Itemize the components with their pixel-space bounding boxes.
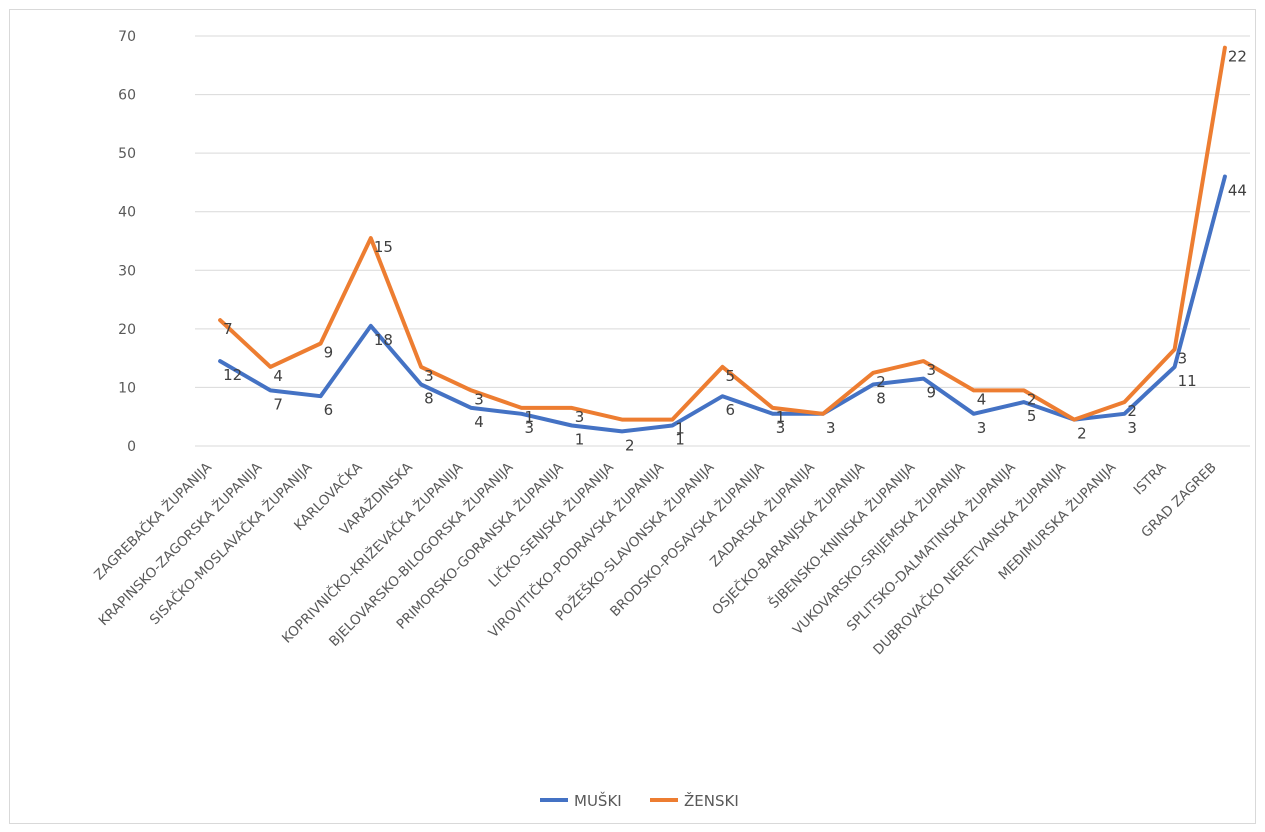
y-tick-label: 40 — [118, 205, 136, 221]
data-label: 3 — [575, 408, 585, 426]
legend: MUŠKI ŽENSKI — [540, 791, 739, 810]
data-label: 3 — [474, 390, 484, 408]
line-chart: 0 10 20 30 40 50 60 70 ZAGREBAČKA ŽUPANIJAKRAPI… — [90, 29, 1250, 810]
data-label: 12 — [223, 366, 242, 384]
data-label: 4 — [977, 390, 987, 408]
data-label: 8 — [424, 390, 434, 408]
data-label: 2 — [1027, 390, 1037, 408]
data-label: 6 — [324, 401, 334, 419]
y-axis-ticks: 0 10 20 30 40 50 60 70 — [118, 29, 136, 455]
data-label: 3 — [424, 367, 434, 385]
legend-label-muski: MUŠKI — [574, 791, 622, 810]
y-tick-label: 50 — [118, 146, 136, 162]
data-label: 2 — [1077, 425, 1087, 443]
data-label: 5 — [726, 367, 736, 385]
data-label: 2 — [625, 436, 635, 454]
data-label: 7 — [273, 395, 283, 413]
y-tick-label: 60 — [118, 88, 136, 104]
data-label: 3 — [776, 419, 786, 437]
y-tick-label: 20 — [118, 322, 136, 338]
data-label: 4 — [273, 367, 283, 385]
data-label: 1 — [575, 431, 585, 449]
data-label: 1 — [675, 431, 685, 449]
series-line-muski — [218, 174, 1227, 434]
gridlines — [195, 35, 1250, 447]
data-label: 8 — [876, 390, 886, 408]
y-tick-label: 10 — [118, 380, 136, 396]
x-tick-label: BJELOVARSKO-BILOGORSKA ŽUPANIJA — [325, 458, 517, 650]
data-label: 3 — [1127, 419, 1137, 437]
data-label: 2 — [1127, 402, 1137, 420]
y-tick-label: 0 — [127, 439, 136, 455]
series-line-zenski — [218, 45, 1227, 422]
data-label: 1 — [675, 420, 685, 438]
series-lines — [218, 45, 1227, 434]
data-label: 5 — [1027, 407, 1037, 425]
data-label: 22 — [1228, 48, 1247, 66]
data-label: 9 — [324, 344, 334, 362]
data-label: 7 — [223, 320, 233, 338]
chart-frame: 0 10 20 30 40 50 60 70 ZAGREBAČKA ŽUPANIJA KRAPI… — [9, 9, 1256, 824]
y-tick-label: 70 — [118, 29, 136, 45]
data-label: 11 — [1178, 372, 1197, 390]
data-label: 44 — [1228, 182, 1247, 200]
data-label: 3 — [1178, 349, 1188, 367]
data-label: 3 — [977, 419, 987, 437]
data-label: 1 — [525, 408, 535, 426]
x-tick-label: VIROVITIČKO-PODRAVSKA ŽUPANIJA — [484, 458, 668, 642]
data-label: 3 — [926, 361, 936, 379]
x-tick-label: KOPRIVNIČKO-KRIŽEVAČKA ŽUPANIJA — [278, 458, 467, 647]
data-label: 15 — [374, 238, 393, 256]
x-tick-label: VUKOVARSKO-SRIJEMSKA ŽUPANIJA — [788, 458, 969, 639]
y-tick-label: 30 — [118, 263, 136, 279]
data-label: 2 — [876, 373, 886, 391]
data-label: 3 — [826, 419, 836, 437]
data-label: 4 — [474, 413, 484, 431]
data-label: 18 — [374, 331, 393, 349]
x-tick-label: ISTRA — [1131, 459, 1170, 498]
data-label: 9 — [926, 384, 936, 402]
data-label: 3 — [525, 419, 535, 437]
data-label: 6 — [726, 401, 736, 419]
legend-label-zenski: ŽENSKI — [684, 791, 739, 810]
data-label: 1 — [776, 408, 786, 426]
